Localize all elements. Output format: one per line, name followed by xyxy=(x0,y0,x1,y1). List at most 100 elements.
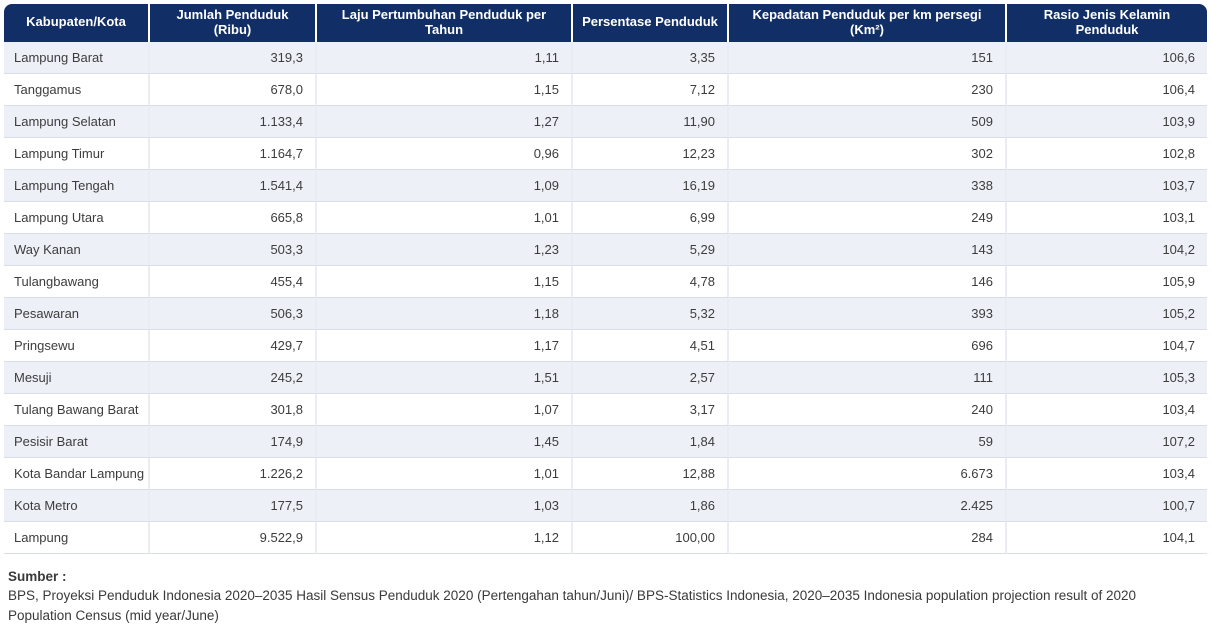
table-row: Lampung Utara 665,8 1,01 6,99 249 103,1 xyxy=(4,201,1207,234)
column-header-laju-pertumbuhan: Laju Pertumbuhan Penduduk per Tahun xyxy=(317,4,573,42)
region-name-cell: Tulangbawang xyxy=(4,265,150,298)
value-cell: 1,01 xyxy=(317,457,573,490)
value-cell: 9.522,9 xyxy=(150,521,317,554)
value-cell: 245,2 xyxy=(150,361,317,394)
table-row: Way Kanan 503,3 1,23 5,29 143 104,2 xyxy=(4,233,1207,266)
value-cell: 6.673 xyxy=(729,457,1007,490)
table-row: Pesawaran 506,3 1,18 5,32 393 105,2 xyxy=(4,297,1207,330)
value-cell: 100,00 xyxy=(573,521,729,554)
source-note: Sumber : BPS, Proyeksi Penduduk Indonesi… xyxy=(8,567,1203,626)
value-cell: 455,4 xyxy=(150,265,317,298)
region-name-cell: Kota Metro xyxy=(4,489,150,522)
value-cell: 1,15 xyxy=(317,265,573,298)
value-cell: 11,90 xyxy=(573,105,729,138)
value-cell: 1,84 xyxy=(573,425,729,458)
region-name-cell: Pesisir Barat xyxy=(4,425,150,458)
table-row: Tulangbawang 455,4 1,15 4,78 146 105,9 xyxy=(4,265,1207,298)
table-row: Mesuji 245,2 1,51 2,57 111 105,3 xyxy=(4,361,1207,394)
value-cell: 1,11 xyxy=(317,41,573,74)
value-cell: 301,8 xyxy=(150,393,317,426)
column-header-jumlah-penduduk: Jumlah Penduduk (Ribu) xyxy=(150,4,317,42)
value-cell: 102,8 xyxy=(1007,137,1207,170)
value-cell: 6,99 xyxy=(573,201,729,234)
table-row: Kota Bandar Lampung 1.226,2 1,01 12,88 6.673… xyxy=(4,457,1207,490)
value-cell: 319,3 xyxy=(150,41,317,74)
value-cell: 12,88 xyxy=(573,457,729,490)
column-header-kepadatan-penduduk: Kepadatan Penduduk per km persegi (Km²) xyxy=(729,4,1007,42)
value-cell: 107,2 xyxy=(1007,425,1207,458)
region-name-cell: Lampung Timur xyxy=(4,137,150,170)
population-table: Kabupaten/Kota Jumlah Penduduk (Ribu) La… xyxy=(4,4,1207,554)
value-cell: 105,3 xyxy=(1007,361,1207,394)
value-cell: 284 xyxy=(729,521,1007,554)
table-row: Lampung Timur 1.164,7 0,96 12,23 302 102,8 xyxy=(4,137,1207,170)
value-cell: 230 xyxy=(729,73,1007,106)
value-cell: 0,96 xyxy=(317,137,573,170)
value-cell: 1,45 xyxy=(317,425,573,458)
value-cell: 16,19 xyxy=(573,169,729,202)
value-cell: 105,9 xyxy=(1007,265,1207,298)
value-cell: 696 xyxy=(729,329,1007,362)
column-header-kabupaten-kota: Kabupaten/Kota xyxy=(4,4,150,42)
table-row: Pesisir Barat 174,9 1,45 1,84 59 107,2 xyxy=(4,425,1207,458)
value-cell: 105,2 xyxy=(1007,297,1207,330)
value-cell: 143 xyxy=(729,233,1007,266)
value-cell: 665,8 xyxy=(150,201,317,234)
value-cell: 1,51 xyxy=(317,361,573,394)
region-name-cell: Lampung Utara xyxy=(4,201,150,234)
value-cell: 1.164,7 xyxy=(150,137,317,170)
value-cell: 338 xyxy=(729,169,1007,202)
value-cell: 5,29 xyxy=(573,233,729,266)
table-row: Pringsewu 429,7 1,17 4,51 696 104,7 xyxy=(4,329,1207,362)
source-label: Sumber : xyxy=(8,568,67,584)
value-cell: 429,7 xyxy=(150,329,317,362)
value-cell: 240 xyxy=(729,393,1007,426)
value-cell: 111 xyxy=(729,361,1007,394)
table-row: Lampung Barat 319,3 1,11 3,35 151 106,6 xyxy=(4,41,1207,74)
value-cell: 2,57 xyxy=(573,361,729,394)
value-cell: 106,4 xyxy=(1007,73,1207,106)
table-row: Lampung Selatan 1.133,4 1,27 11,90 509 103,9 xyxy=(4,105,1207,138)
value-cell: 1,07 xyxy=(317,393,573,426)
value-cell: 393 xyxy=(729,297,1007,330)
value-cell: 1,86 xyxy=(573,489,729,522)
value-cell: 4,51 xyxy=(573,329,729,362)
value-cell: 509 xyxy=(729,105,1007,138)
region-name-cell: Lampung Barat xyxy=(4,41,150,74)
region-name-cell: Tanggamus xyxy=(4,73,150,106)
value-cell: 5,32 xyxy=(573,297,729,330)
value-cell: 3,35 xyxy=(573,41,729,74)
region-name-cell: Kota Bandar Lampung xyxy=(4,457,150,490)
value-cell: 1,12 xyxy=(317,521,573,554)
table-row: Lampung 9.522,9 1,12 100,00 284 104,1 xyxy=(4,521,1207,554)
value-cell: 103,7 xyxy=(1007,169,1207,202)
table-header-row: Kabupaten/Kota Jumlah Penduduk (Ribu) La… xyxy=(4,4,1207,42)
region-name-cell: Mesuji xyxy=(4,361,150,394)
value-cell: 506,3 xyxy=(150,297,317,330)
value-cell: 503,3 xyxy=(150,233,317,266)
value-cell: 1,03 xyxy=(317,489,573,522)
value-cell: 100,7 xyxy=(1007,489,1207,522)
value-cell: 1.226,2 xyxy=(150,457,317,490)
table-row: Tanggamus 678,0 1,15 7,12 230 106,4 xyxy=(4,73,1207,106)
value-cell: 146 xyxy=(729,265,1007,298)
value-cell: 1,09 xyxy=(317,169,573,202)
value-cell: 4,78 xyxy=(573,265,729,298)
value-cell: 3,17 xyxy=(573,393,729,426)
value-cell: 678,0 xyxy=(150,73,317,106)
value-cell: 2.425 xyxy=(729,489,1007,522)
value-cell: 1,15 xyxy=(317,73,573,106)
value-cell: 103,1 xyxy=(1007,201,1207,234)
table-header: Kabupaten/Kota Jumlah Penduduk (Ribu) La… xyxy=(4,4,1207,42)
value-cell: 7,12 xyxy=(573,73,729,106)
value-cell: 177,5 xyxy=(150,489,317,522)
value-cell: 174,9 xyxy=(150,425,317,458)
table-row: Lampung Tengah 1.541,4 1,09 16,19 338 103,7 xyxy=(4,169,1207,202)
region-name-cell: Way Kanan xyxy=(4,233,150,266)
value-cell: 103,9 xyxy=(1007,105,1207,138)
value-cell: 1,18 xyxy=(317,297,573,330)
value-cell: 104,2 xyxy=(1007,233,1207,266)
value-cell: 151 xyxy=(729,41,1007,74)
region-name-cell: Lampung xyxy=(4,521,150,554)
